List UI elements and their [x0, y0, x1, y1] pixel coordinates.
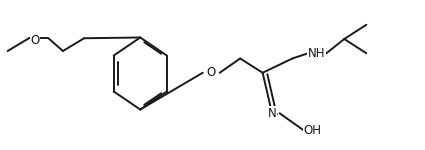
Text: O: O: [30, 34, 40, 47]
Text: NH: NH: [308, 47, 326, 60]
Text: N: N: [268, 107, 276, 120]
Text: O: O: [207, 66, 216, 79]
Text: OH: OH: [303, 124, 321, 137]
